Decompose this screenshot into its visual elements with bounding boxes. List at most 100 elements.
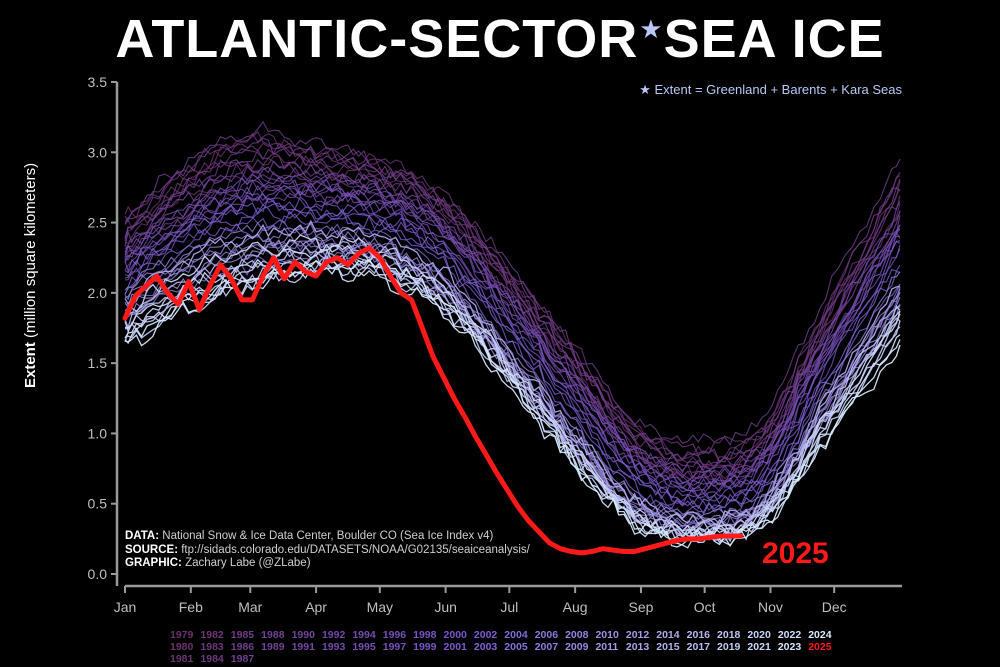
y-tick-label: 2.0 [88,285,108,301]
legend-year-2022: 2022 [777,629,802,641]
title-block: ATLANTIC-SECTOR★SEA ICE [0,8,1000,70]
legend-year-1991: 1991 [291,641,315,653]
year-line-2002 [124,213,901,513]
legend-year-2025: 2025 [808,641,832,653]
year-line-2021 [124,244,901,539]
year-line-1996 [124,192,901,495]
legend-year-1986: 1986 [230,641,255,653]
legend-year-1999: 1999 [413,641,437,653]
legend-year-2006: 2006 [534,629,559,641]
legend-year-2000: 2000 [443,629,467,641]
legend-year-1996: 1996 [382,629,407,641]
year-line-2024 [124,259,901,548]
legend-year-2009: 2009 [565,641,589,653]
data-note: DATA: National Snow & Ice Data Center, B… [125,530,494,542]
x-tick-label: May [367,599,393,615]
y-tick-label: 0.5 [88,496,108,512]
legend-year-1988: 1988 [261,629,285,641]
legend-year-2007: 2007 [534,641,559,653]
y-tick-label: 3.5 [88,74,108,90]
legend-year-2011: 2011 [595,641,619,653]
legend-year-1997: 1997 [382,641,407,653]
legend-year-2013: 2013 [625,641,650,653]
legend-year-2004: 2004 [504,629,528,641]
x-tick-label: Dec [822,599,847,615]
legend-year-2017: 2017 [686,641,710,653]
year-legend: 1979 1982 1985 1988 1990 1992 1994 1996 1998 2000… [170,629,839,665]
legend-year-1984: 1984 [200,653,224,665]
legend-year-1985: 1985 [230,629,255,641]
x-tick-label: Jan [114,599,137,615]
legend-year-2005: 2005 [504,641,528,653]
year-line-2020 [124,234,901,539]
legend-year-1983: 1983 [200,641,224,653]
year-line-1997 [124,185,901,493]
legend-year-2008: 2008 [565,629,589,641]
highlight-line-2025 [122,245,744,556]
legend-year-1995: 1995 [352,641,376,653]
year-line-2008 [124,222,901,520]
legend-year-1994: 1994 [352,629,376,641]
x-tick-label: Feb [179,599,203,615]
year-line-2001 [124,193,901,502]
x-tick-label: Oct [694,599,716,615]
legend-year-2015: 2015 [656,641,680,653]
legend-year-2010: 2010 [595,629,619,641]
y-tick-label: 3.0 [88,144,108,160]
year-line-1993 [124,163,901,474]
star-icon: ★ [639,14,663,44]
y-axis-label-bold: Extent [22,342,39,388]
year-line-2000 [124,204,901,511]
year-line-1979 [124,150,901,480]
legend-year-2002: 2002 [473,629,498,641]
legend-year-2003: 2003 [473,641,498,653]
year-line-2023 [124,264,901,549]
legend-row-2: 1980 1983 1986 1989 1991 1993 1995 1997 1999 2001… [170,641,839,653]
legend-year-1980: 1980 [170,641,194,653]
legend-year-2018: 2018 [717,629,741,641]
year-line-1988 [124,137,901,469]
year-line-1987 [124,120,901,446]
axes: 0.0 0.5 1.0 1.5 2.0 2.5 3.0 3.5 Jan Feb Mar Apr May J… [88,74,902,615]
year-line-1983 [124,130,901,457]
y-tick-label: 2.5 [88,215,108,231]
source-notes: DATA: National Snow & Ice Data Center, B… [125,530,530,571]
y-tick-label: 1.0 [88,425,108,441]
legend-year-2024: 2024 [808,629,832,641]
year-line-1998 [124,176,901,492]
legend-year-1981: 1981 [170,653,194,665]
legend-year-2001: 2001 [443,641,467,653]
highlight-line-group [122,245,744,556]
y-axis-label: Extent (million square kilometers) [22,163,39,388]
chart-title-part2: SEA ICE [663,9,885,69]
legend-year-1992: 1992 [321,629,346,641]
legend-year-1993: 1993 [321,641,346,653]
graphic-note: GRAPHIC: Zachary Labe (@ZLabe) [125,557,311,569]
highlight-year-label: 2025 [762,537,829,570]
legend-row-3: 1981 1984 1987 [170,653,839,665]
legend-year-2021: 2021 [747,641,771,653]
x-tick-label: Sep [628,599,653,615]
year-line-2016 [124,256,901,540]
x-tick-label: Mar [238,599,262,615]
legend-row-1: 1979 1982 1985 1988 1990 1992 1994 1996 1998 2000… [170,629,839,641]
y-tick-label: 0.0 [88,566,108,582]
year-line-2022 [124,262,901,543]
legend-year-1998: 1998 [413,629,437,641]
x-tick-label: Jul [500,599,518,615]
legend-year-2020: 2020 [747,629,771,641]
legend-year-2012: 2012 [625,629,650,641]
year-line-1994 [124,177,901,487]
chart-title-part1: ATLANTIC-SECTOR [115,9,639,69]
y-axis-label-units: (million square kilometers) [22,162,39,338]
x-tick-label: Jun [434,599,457,615]
legend-year-2016: 2016 [686,629,710,641]
x-tick-label: Apr [305,599,327,615]
year-lines [124,120,901,549]
x-tick-label: Aug [563,599,588,615]
x-tick-label: Nov [758,599,783,615]
legend-year-1979: 1979 [170,629,194,641]
year-line-2003 [124,202,901,510]
source-note: SOURCE: ftp://sidads.colorado.edu/DATASE… [125,543,530,556]
